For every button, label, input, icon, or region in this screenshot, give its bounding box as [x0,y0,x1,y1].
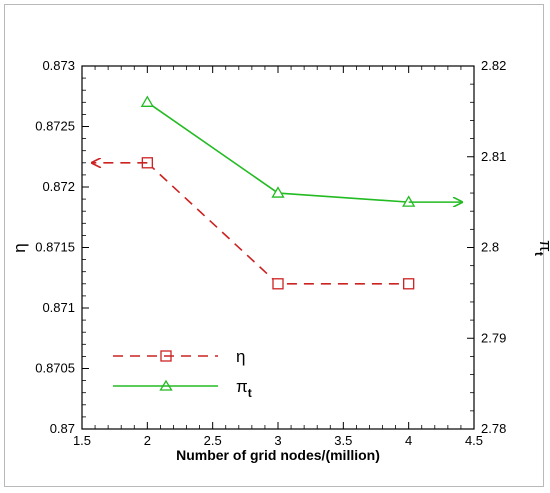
left-y-tick-label: 0.873 [42,58,75,73]
right-y-tick-label: 2.82 [481,58,506,73]
data-point-triangle [140,95,154,107]
legend-label-pi-subscript: t [248,386,252,400]
x-tick-label: 1.5 [73,433,91,448]
right-y-axis-label: πt [532,240,550,256]
right-y-axis-label-main: π [536,240,550,252]
right-y-tick-label: 2.78 [481,421,506,436]
left-y-tick-label: 0.8715 [35,240,75,255]
left-y-tick-label: 0.872 [42,179,75,194]
data-point-triangle [271,186,285,198]
left-y-tick-label: 0.8725 [35,119,75,134]
svg-text:πt: πt [532,240,550,256]
plot-border [81,65,475,430]
legend-label-eta: η [236,347,245,366]
x-tick-label: 4 [405,433,412,448]
legend-marker-eta [160,350,172,362]
x-tick-label: 3 [274,433,281,448]
legend-marker-pi [159,379,173,391]
right-y-tick-label: 2.8 [481,240,499,255]
legend: η πt [113,347,252,400]
series-layer [92,95,462,290]
x-axis-label: Number of grid nodes/(million) [176,447,380,463]
right-y-tick-label: 2.81 [481,149,506,164]
right-y-tick-label: 2.79 [481,330,506,345]
left-y-tick-label: 0.87 [50,421,75,436]
tick-group: 1.5 2 2.5 3 3.5 4 4.5 0.87 0.8705 0.871 0.8715 0.87… [35,58,506,448]
right-y-axis-label-subscript: t [532,252,546,256]
left-y-tick-label: 0.8705 [35,361,75,376]
axes-group [81,65,475,430]
series-line-0 [146,162,409,285]
x-tick-label: 2 [144,433,151,448]
legend-label-pi: πt [236,377,252,400]
x-tick-label: 2.5 [204,433,222,448]
left-y-axis-label: η [10,243,29,252]
legend-label-pi-main: π [236,377,248,396]
data-point-square [272,278,284,290]
left-y-tick-label: 0.871 [42,300,75,315]
data-point-square [403,278,415,290]
figure-frame [4,4,544,487]
x-tick-label: 3.5 [334,433,352,448]
x-tick-label: 4.5 [465,433,483,448]
